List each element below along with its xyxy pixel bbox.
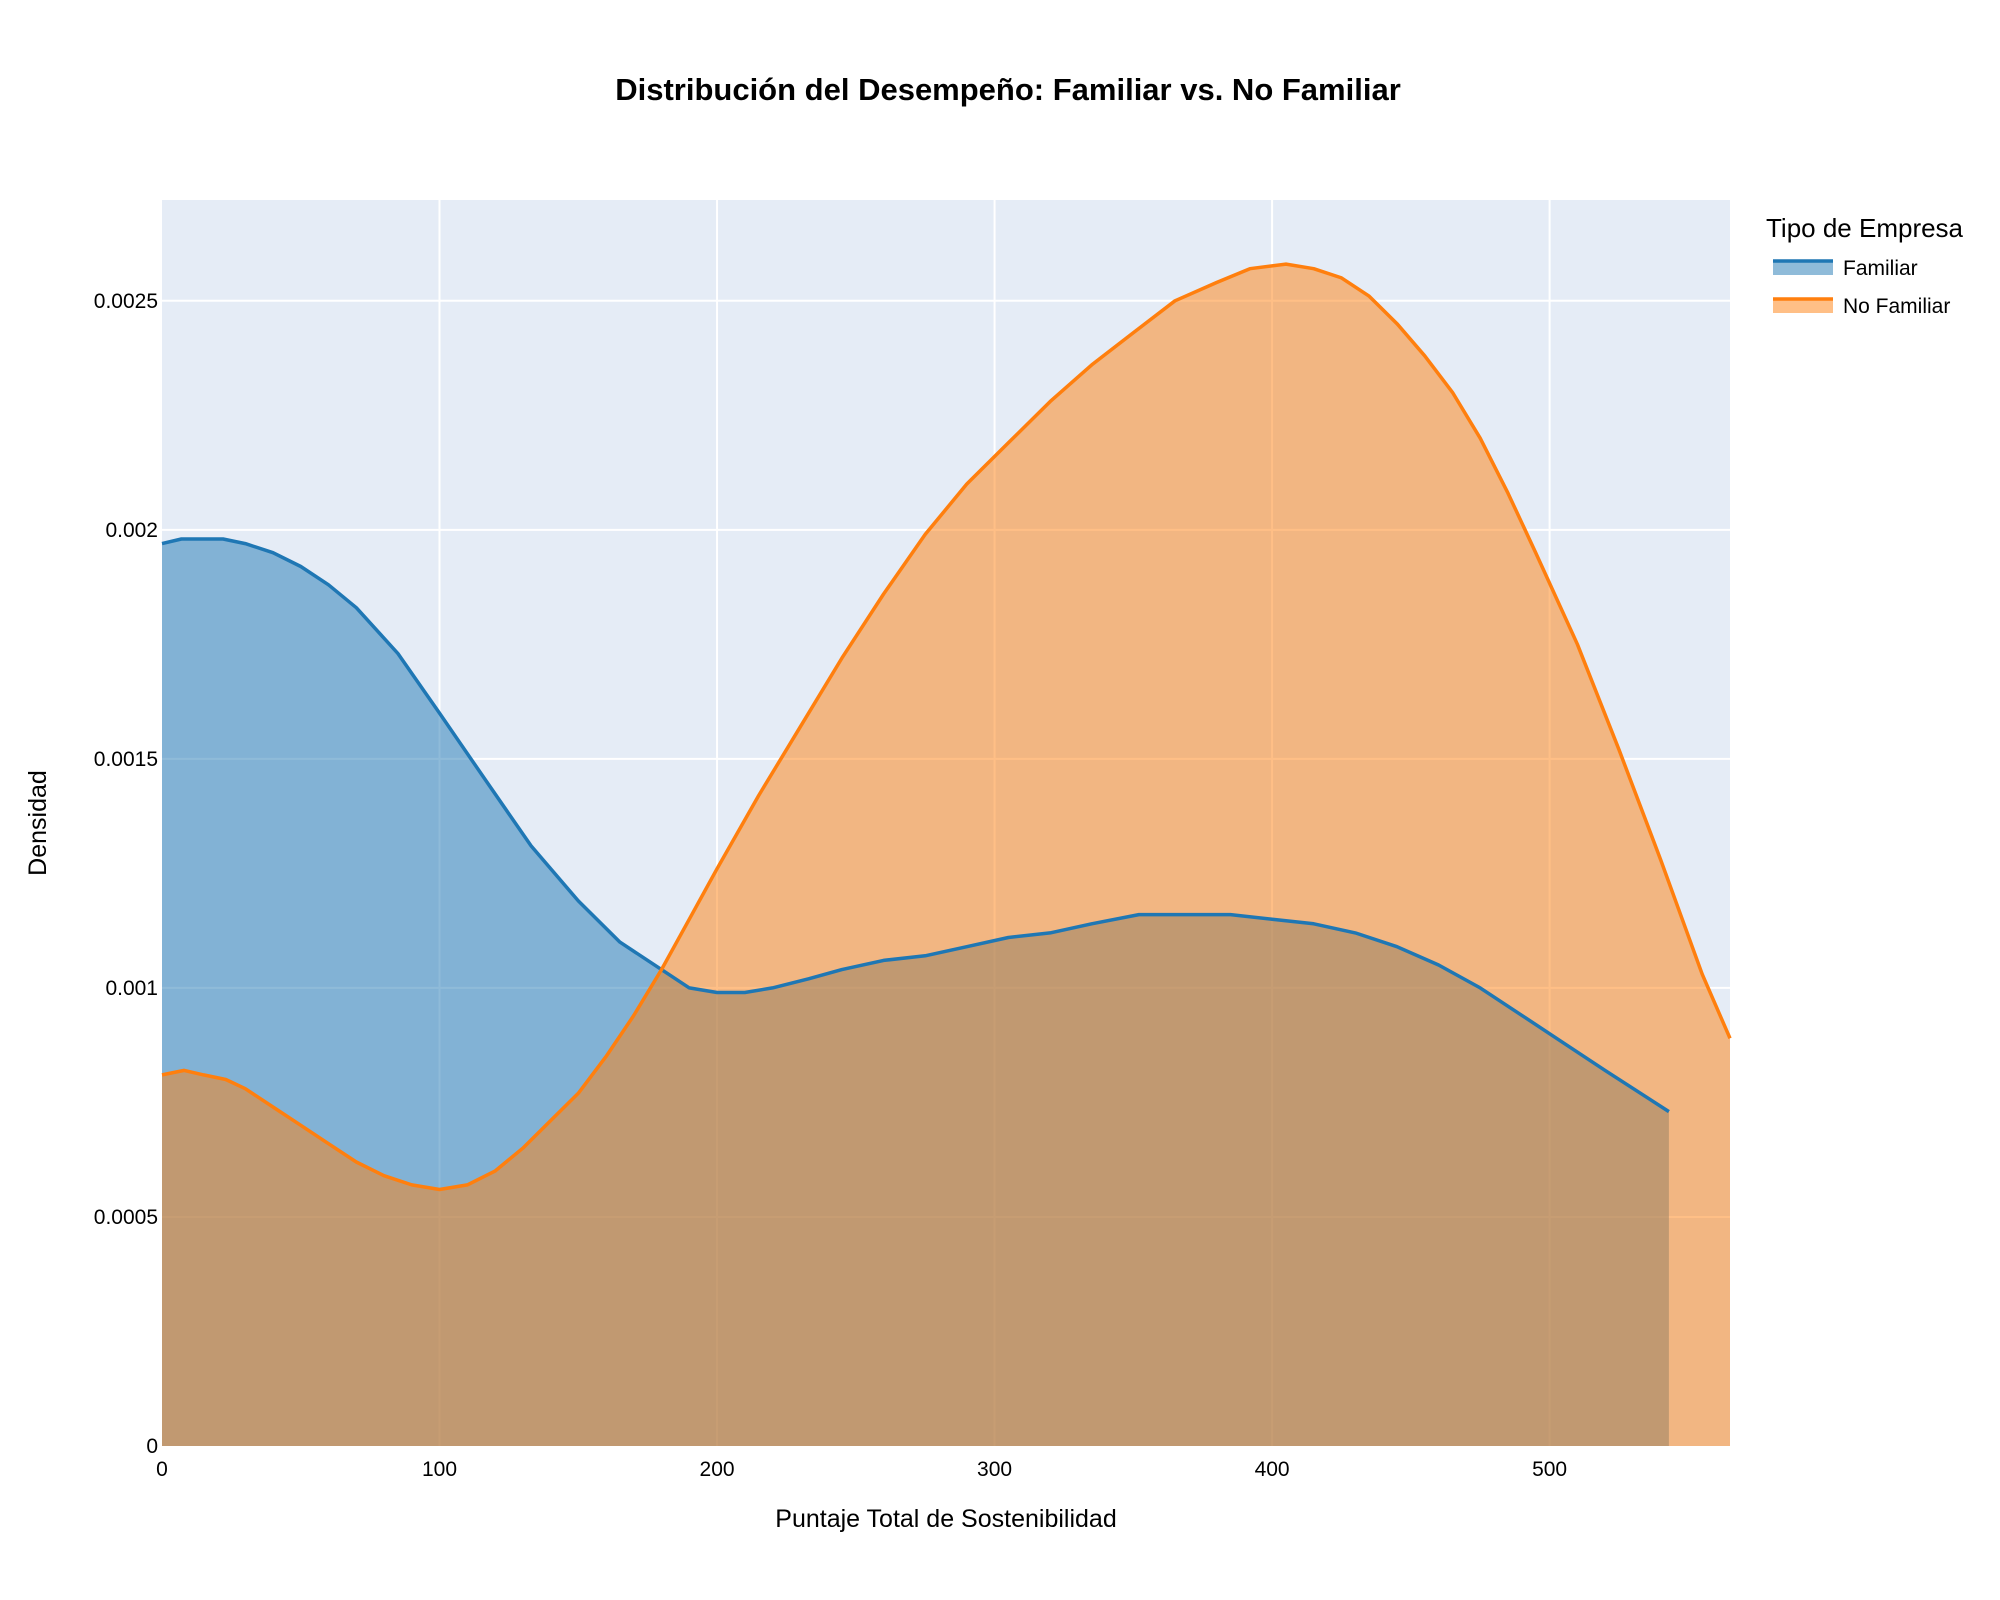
legend-swatch — [1773, 261, 1833, 275]
line-no-familiar — [161, 262, 1732, 1192]
legend-title: Tipo de Empresa — [1766, 213, 1964, 243]
y-tick-label: 0.002 — [105, 519, 158, 542]
x-tick-label: 300 — [977, 1458, 1012, 1481]
density-areas — [162, 264, 1730, 1447]
x-axis-ticks: 0 100 200 300 400 500 — [156, 1458, 1567, 1481]
y-tick-label: 0.0025 — [94, 290, 158, 313]
y-tick-label: 0.0005 — [94, 1206, 158, 1229]
x-axis-label: Puntaje Total de Sostenibilidad — [775, 1505, 1116, 1533]
y-axis-label: Densidad — [24, 770, 52, 876]
x-tick-label: 400 — [1255, 1458, 1290, 1481]
y-tick-label: 0.001 — [105, 977, 158, 1000]
x-tick-label: 200 — [700, 1458, 735, 1481]
x-tick-label: 500 — [1532, 1458, 1567, 1481]
legend-label: Familiar — [1843, 257, 1918, 280]
y-tick-label: 0.0015 — [94, 748, 158, 771]
legend: Tipo de Empresa Familiar No Familiar — [1766, 213, 1964, 318]
legend-item-no-familiar[interactable]: No Familiar — [1773, 295, 1950, 318]
line-familiar — [161, 537, 1670, 1114]
y-tick-label: 0 — [146, 1435, 158, 1458]
chart-title: Distribución del Desempeño: Familiar vs.… — [615, 72, 1401, 107]
legend-swatch — [1773, 299, 1833, 313]
density-lines — [161, 262, 1732, 1192]
y-axis-ticks: 0 0.0005 0.001 0.0015 0.002 0.0025 — [94, 290, 158, 1458]
area-no-familiar — [162, 264, 1730, 1447]
legend-item-familiar[interactable]: Familiar — [1773, 257, 1918, 280]
legend-label: No Familiar — [1843, 295, 1950, 318]
x-tick-label: 0 — [156, 1458, 168, 1481]
x-tick-label: 100 — [422, 1458, 457, 1481]
